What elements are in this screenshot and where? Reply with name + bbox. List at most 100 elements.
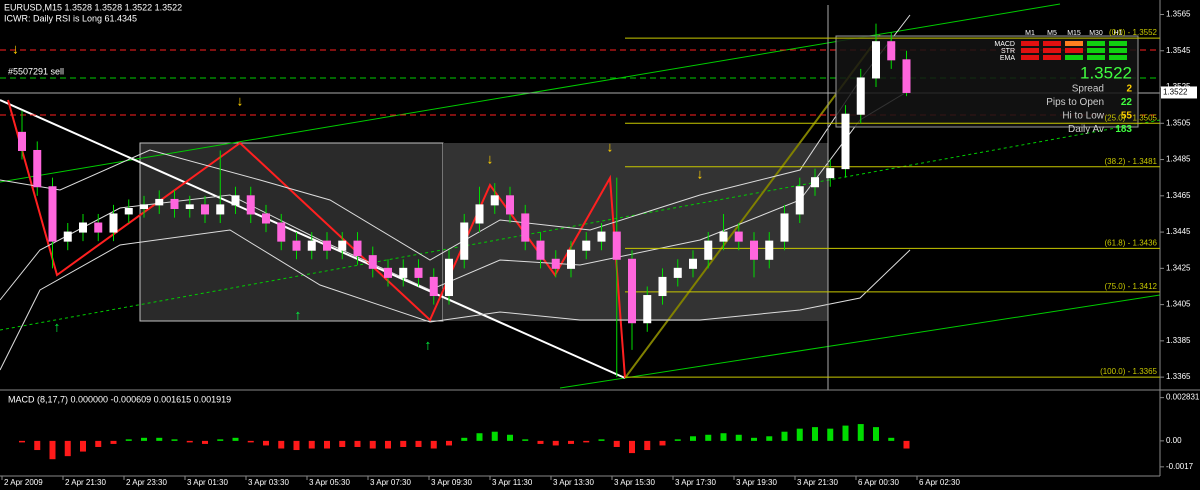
candle-body [216, 204, 225, 215]
fib-label: (25.0) - 1.3505 [1105, 113, 1158, 122]
macd-bar [873, 427, 879, 441]
candle-body [872, 41, 880, 79]
macd-bar [385, 440, 391, 449]
macd-bar [842, 425, 849, 441]
fib-label: (61.8) - 1.3436 [1105, 239, 1158, 248]
range-box [139, 142, 444, 322]
macd-bar [781, 431, 788, 441]
signal-cell [1043, 48, 1061, 53]
arrow-up: ↑ [295, 307, 302, 323]
candle-body [521, 213, 530, 242]
candle-body [475, 204, 484, 224]
signal-cell [1065, 55, 1083, 60]
stat-value: 55 [1121, 111, 1133, 122]
arrow-down: ↓ [237, 93, 244, 109]
macd-bar [659, 440, 666, 446]
candle-body [414, 267, 423, 278]
candle-body [643, 295, 652, 324]
macd-bar [278, 440, 285, 449]
channel-line [559, 294, 1161, 389]
candle-body [323, 240, 331, 251]
macd-bar [156, 437, 163, 441]
overlays: ↓ ↓ ↓ ↓ ↓ ↑ ↑ ↑ [0, 3, 1161, 390]
y-tick-label: 1.3385 [1166, 336, 1191, 345]
macd-bar [354, 440, 361, 447]
candle-body [94, 222, 103, 233]
macd-bar [324, 440, 330, 449]
macd-bar [888, 437, 895, 441]
panel-column: M5 [1047, 30, 1057, 37]
rsi-line: ICWR: Daily RSI is Long 61.4345 [4, 13, 137, 23]
stat-label: Hi to Low [1062, 111, 1104, 122]
macd-bar [491, 431, 498, 441]
macd-bar [415, 440, 422, 447]
symbol-line: EURUSD,M15 1.3528 1.3528 1.3522 1.3522 [4, 2, 182, 12]
macd-bar [202, 440, 208, 444]
macd-bar [552, 440, 559, 446]
macd-bar [827, 428, 834, 441]
panel-column: M1 [1025, 30, 1035, 37]
candle-body [856, 77, 865, 115]
candle-body [536, 240, 545, 260]
signal-cell [1087, 41, 1105, 46]
macd-bar [400, 440, 407, 447]
macd-bar [64, 440, 71, 457]
candle-body [780, 213, 789, 242]
order-label: #5507291 sell [8, 66, 64, 76]
candle-body [338, 240, 347, 251]
signal-cell [1087, 48, 1105, 53]
candle-body [231, 195, 240, 206]
candle-body [658, 276, 667, 297]
macd-bar [308, 440, 315, 449]
x-tick-label: 3 Apr 11:30 [492, 478, 533, 487]
x-tick-label: 2 Apr 2009 [4, 478, 43, 487]
x-tick-label: 3 Apr 21:30 [797, 478, 838, 487]
arrow-up: ↑ [425, 337, 432, 353]
x-tick-label: 3 Apr 13:30 [553, 478, 594, 487]
macd-bar [583, 440, 590, 443]
signal-cell [1021, 55, 1039, 60]
candle-body [612, 231, 621, 260]
candle-body [48, 186, 57, 242]
stat-value: 2 [1126, 84, 1132, 95]
candle-body [567, 249, 575, 269]
arrow-down: ↓ [607, 139, 614, 155]
panel-price: 1.3522 [1080, 63, 1132, 82]
channel-line [0, 119, 1161, 331]
fib-label: (100.0) - 1.3365 [1100, 367, 1157, 376]
candle-body [460, 222, 469, 260]
arrow-down: ↓ [12, 41, 19, 57]
y-tick-label: 0.002831 [1166, 393, 1200, 402]
stat-label: Pips to Open [1046, 97, 1104, 108]
panel-row-label: MACD [994, 41, 1015, 48]
y-tick-label: 1.3465 [1166, 191, 1191, 200]
macd-bar [141, 437, 147, 441]
macd-bar [186, 440, 193, 443]
x-tick-label: 6 Apr 00:30 [858, 478, 899, 487]
y-tick-label: 1.3365 [1166, 372, 1191, 381]
signal-cell [1109, 41, 1127, 46]
candle-body [795, 186, 804, 215]
zigzag [7, 99, 626, 379]
arrow-down: ↓ [697, 166, 704, 182]
candle-body [506, 195, 514, 215]
candle-body [689, 258, 697, 269]
y-tick-label: -0.0017 [1166, 462, 1194, 471]
signal-cell [1043, 41, 1061, 46]
macd-title: MACD (8,17,7) 0.000000 -0.000609 0.00161… [8, 394, 231, 404]
price-tag-label: 1.3522 [1163, 88, 1188, 97]
candle-body [277, 222, 286, 242]
fib-label: (38.2) - 1.3481 [1105, 157, 1158, 166]
stat-label: Spread [1072, 84, 1104, 95]
candle-body [673, 267, 682, 278]
x-tick-label: 2 Apr 21:30 [65, 478, 106, 487]
candle-body [18, 131, 26, 151]
candle-body [765, 240, 774, 260]
candle-body [445, 258, 453, 297]
candle-body [582, 240, 591, 251]
macd-bar [293, 440, 300, 451]
x-tick-label: 3 Apr 17:30 [675, 478, 716, 487]
candle-body [384, 267, 392, 278]
candle-body [33, 149, 42, 188]
